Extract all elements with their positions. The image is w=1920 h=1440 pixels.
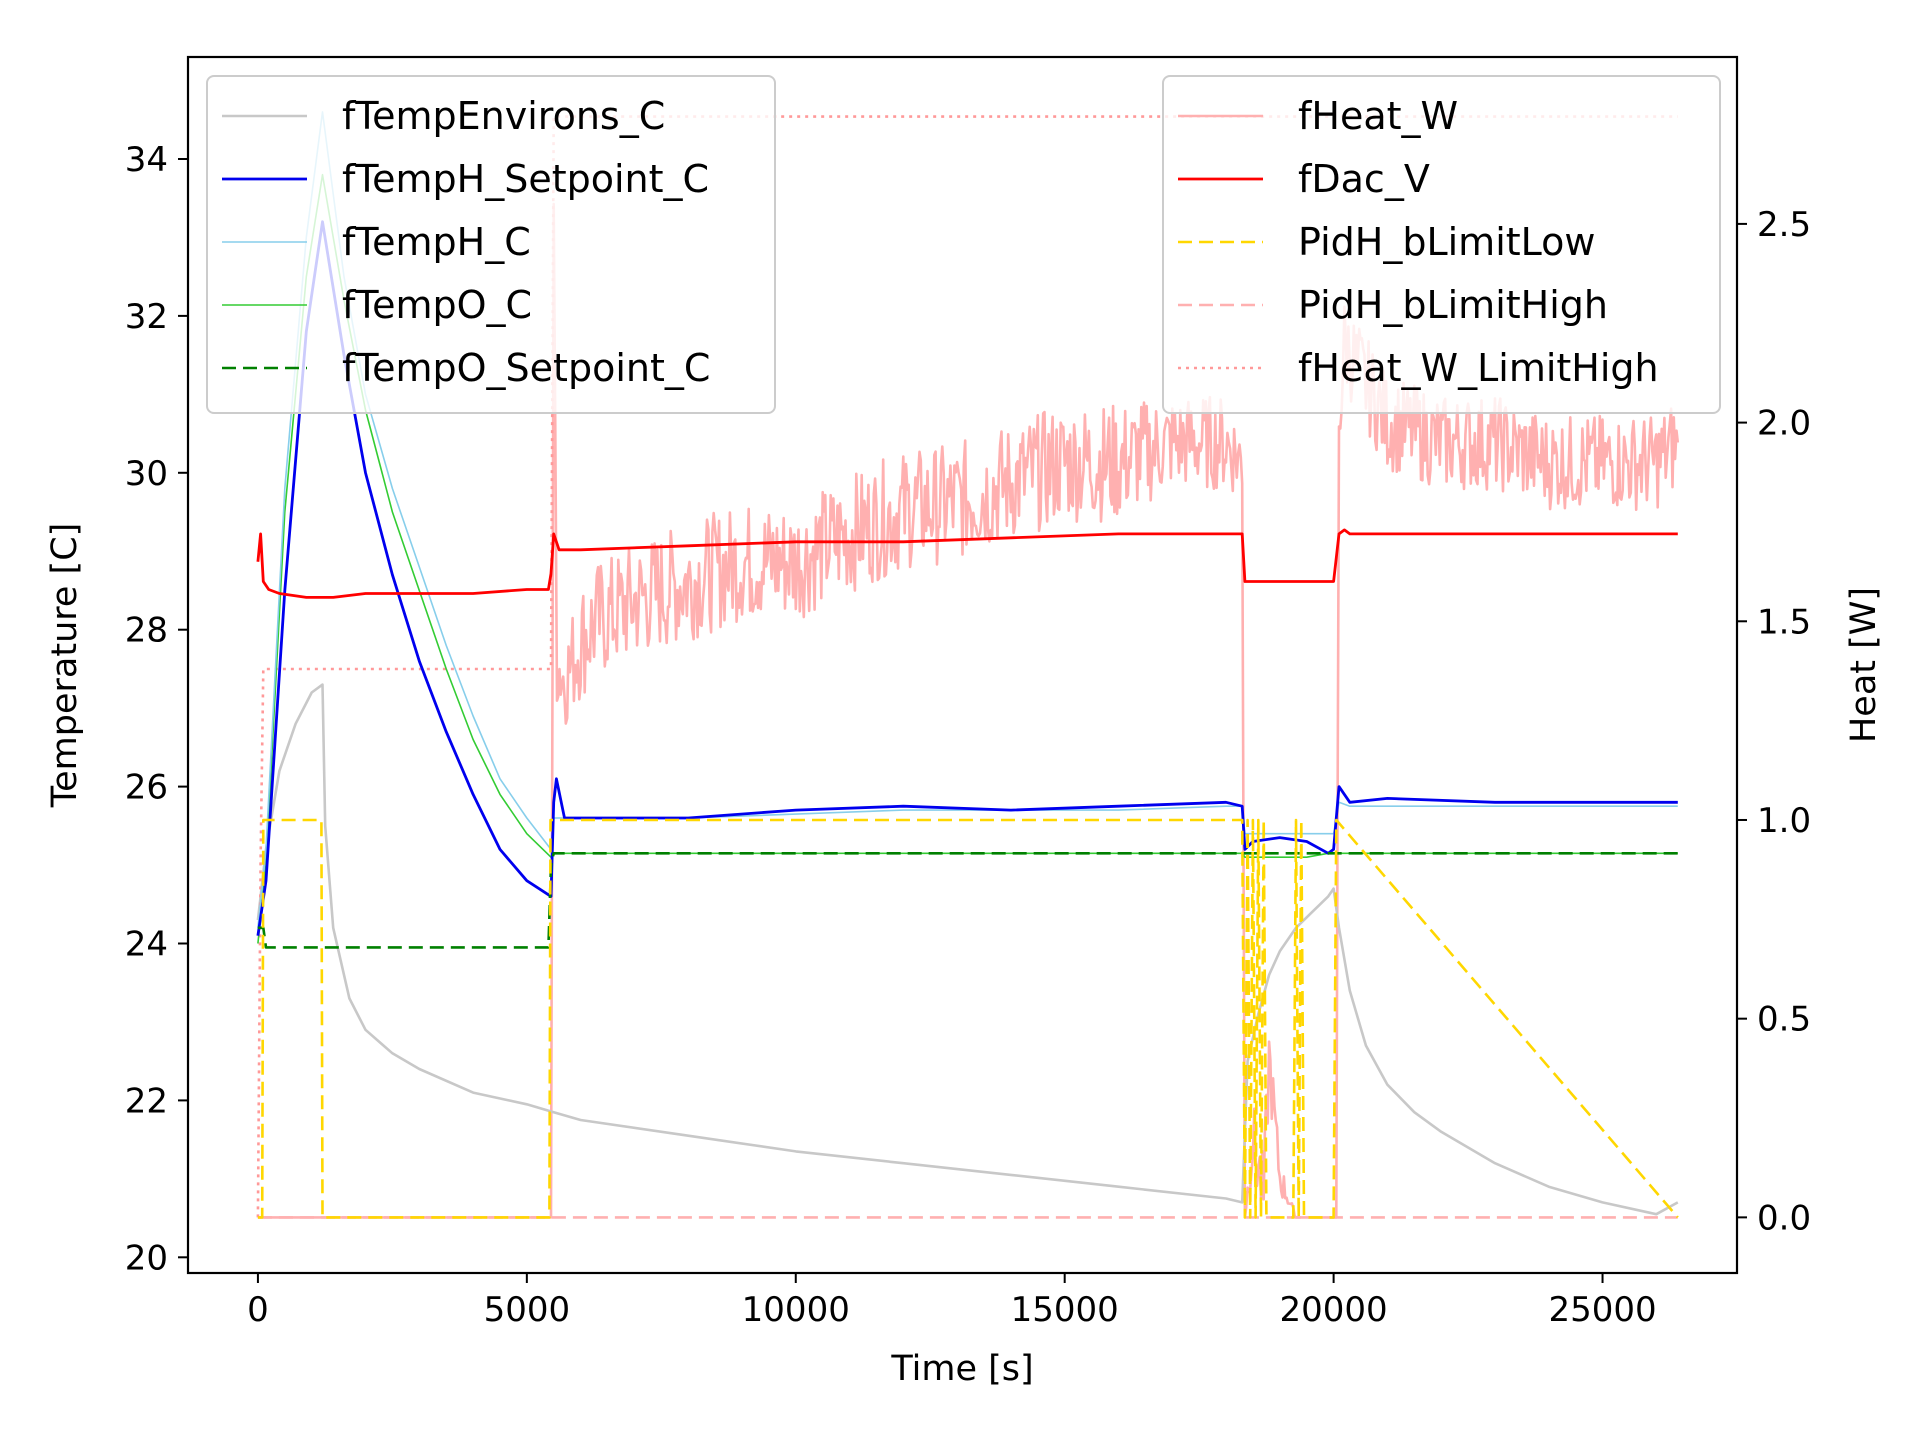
series-line-fdac-v	[256, 528, 1678, 599]
y-right-tick-label: 2.5	[1757, 205, 1811, 245]
y-right-tick-label: 0.5	[1757, 1000, 1811, 1040]
x-tick-label: 15000	[1011, 1290, 1119, 1330]
series-line-ftempo-setpoint-c	[257, 852, 1678, 949]
x-tick-label: 20000	[1280, 1290, 1388, 1330]
series-line-fheat-w-limithigh	[256, 115, 1678, 1218]
y-left-tick-label: 34	[125, 140, 168, 180]
legend-label-ftempenvirons-c: fTempEnvirons_C	[342, 94, 665, 138]
axes-layer: 0 5000 10000 15000 20000 25000 20 22 24 26 28 30 32 3…	[45, 140, 1884, 1389]
series-line-ftempenvirons-c	[256, 683, 1679, 1216]
x-tick-label: 10000	[742, 1290, 850, 1330]
legend-label-ftempo-setpoint-c: fTempO_Setpoint_C	[342, 346, 710, 390]
y-right-tick-label: 2.0	[1757, 404, 1811, 444]
legend-label-pidh-blimitlow: PidH_bLimitLow	[1298, 220, 1596, 264]
legend-label-pidh-blimithigh: PidH_bLimitHigh	[1298, 283, 1608, 327]
x-tick-label: 5000	[484, 1290, 571, 1330]
series-line-pidh-blimitlow	[257, 818, 1679, 1219]
y-right-axis-label: Heat [W]	[1844, 587, 1884, 743]
x-tick-label: 0	[247, 1290, 269, 1330]
y-left-tick-label: 26	[125, 768, 168, 808]
legend-left	[206, 75, 776, 414]
plot-area-frame	[186, 55, 1739, 1275]
y-right-tick-label: 1.0	[1757, 801, 1811, 841]
legend-label-ftempo-c: fTempO_C	[342, 283, 532, 327]
legend-right	[1162, 75, 1721, 414]
y-right-tick-label: 1.5	[1757, 602, 1811, 642]
y-left-tick-label: 28	[125, 611, 168, 651]
legend-label-fheat-w-limithigh: fHeat_W_LimitHigh	[1298, 346, 1659, 390]
y-right-tick-label: 0.0	[1757, 1198, 1811, 1238]
y-left-tick-label: 20	[125, 1238, 168, 1278]
series-line-ftemph-setpoint-c	[256, 220, 1678, 936]
y-left-axis-label: Temperature [C]	[45, 523, 85, 809]
legend-layer: fTempEnvirons_C fTempH_Setpoint_C fTempH_C…	[206, 75, 1721, 414]
y-left-tick-label: 32	[125, 297, 168, 337]
y-left-tick-label: 24	[125, 925, 168, 965]
x-tick-label: 25000	[1548, 1290, 1656, 1330]
y-left-tick-label: 22	[125, 1081, 168, 1121]
legend-label-fheat-w: fHeat_W	[1298, 94, 1458, 138]
y-left-tick-label: 30	[125, 454, 168, 494]
x-axis-label: Time [s]	[890, 1349, 1033, 1389]
legend-label-ftemph-setpoint-c: fTempH_Setpoint_C	[342, 157, 709, 201]
legend-label-fdac-v: fDac_V	[1298, 157, 1430, 201]
legend-label-ftemph-c: fTempH_C	[342, 220, 531, 264]
